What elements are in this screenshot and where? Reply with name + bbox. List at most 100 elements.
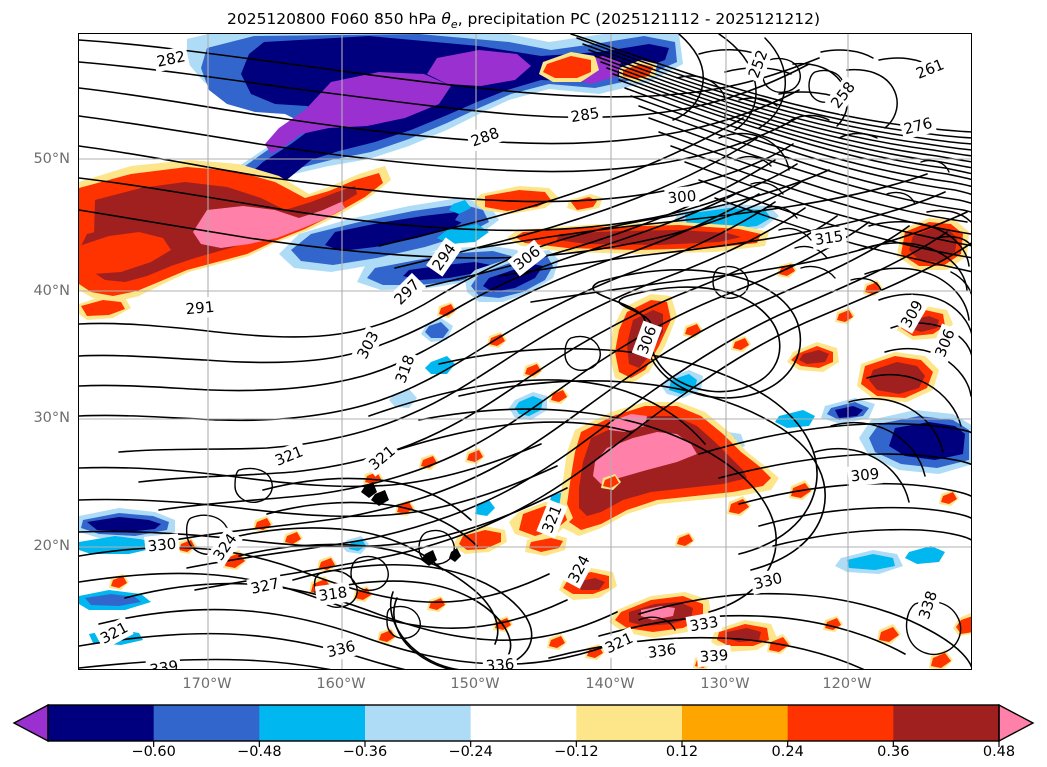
pc-navy-coast-a <box>835 406 863 418</box>
pc-darkred-22N-132W <box>577 578 605 590</box>
svg-text:309: 309 <box>850 465 880 486</box>
colorbar-band <box>365 705 472 741</box>
ytick-label-50N: 50°N <box>33 151 70 167</box>
svg-text:339: 339 <box>148 657 179 670</box>
svg-text:336: 336 <box>485 655 515 670</box>
ytick-label-40N: 40°N <box>33 283 70 299</box>
theta-e-contours <box>79 34 971 669</box>
title-forecast-hour: F060 <box>330 10 370 28</box>
pc-blue-speck-c2 <box>455 210 477 224</box>
colorbar-band <box>576 705 683 741</box>
colorbar-band <box>893 705 1000 741</box>
colorbar-band <box>153 705 260 741</box>
pc-navy-bl-a <box>87 517 161 532</box>
svg-text:282: 282 <box>155 47 187 71</box>
contour-label: 285 <box>566 102 604 128</box>
svg-text:291: 291 <box>185 298 215 318</box>
pc-negative-blue-38N <box>425 322 449 338</box>
contour-label: 261 <box>910 53 950 85</box>
pc-navy-baja <box>889 422 965 460</box>
contour-label: 339 <box>145 655 183 670</box>
colorbar-band <box>682 705 789 741</box>
pc-darkred-coast-cell-a <box>869 362 925 394</box>
colorbar-ticks <box>153 741 1000 747</box>
colorbar-band <box>470 705 577 741</box>
colorbar-band <box>787 705 894 741</box>
pc-cyan-30N-143W <box>515 396 543 416</box>
pc-positive-orange-west-lower <box>79 232 171 274</box>
svg-text:338: 338 <box>915 589 941 622</box>
svg-text:318: 318 <box>318 583 349 605</box>
svg-text:288: 288 <box>468 124 501 151</box>
pc-darkred-long300 <box>557 230 741 245</box>
contour-label: 276 <box>899 112 937 140</box>
ytick-label-30N: 30°N <box>33 410 70 426</box>
colorbar-frame <box>47 704 1000 742</box>
colorbar-band <box>48 705 155 741</box>
title-variable-subscript: e <box>450 18 458 32</box>
pc-pink-20N-130W <box>641 606 675 620</box>
colorbar-band <box>259 705 366 741</box>
colorbar-tick-label: 0.12 <box>665 744 699 760</box>
colorbar-tick-label: 0.24 <box>771 744 804 760</box>
contour-label: 336 <box>643 638 681 664</box>
title-level: 850 hPa <box>374 10 437 28</box>
svg-text:336: 336 <box>647 640 678 662</box>
contour-label: 330 <box>144 533 180 557</box>
svg-text:330: 330 <box>147 535 177 556</box>
colorbar-tick-label: 0.48 <box>982 744 1016 760</box>
contour-label: 339 <box>696 644 732 668</box>
colorbar-tick-label: 0.36 <box>877 744 910 760</box>
contour-label: 252 <box>742 44 774 84</box>
title-init-cycle: 2025120800 <box>226 10 326 28</box>
contour-label: 288 <box>465 121 505 153</box>
contour-label: 330 <box>749 567 787 595</box>
svg-text:333: 333 <box>688 613 719 636</box>
xtick-label-170W: 170°W <box>182 676 232 692</box>
pc-cyan-br-a <box>847 554 895 570</box>
page-title: 2025120800 F060 850 hPa θe, precipitatio… <box>0 10 1047 31</box>
contour-label: 309 <box>847 463 883 487</box>
pc-orange-23N-137W <box>529 538 563 552</box>
contour-label: 300 <box>664 185 700 209</box>
colorbar-tick-label: −0.60 <box>131 744 176 760</box>
colorbar[interactable]: −0.60 −0.48 −0.36 −0.24 −0.12 0.12 0.24 0.36 0.4… <box>0 700 1047 767</box>
contour-label: 321 <box>269 440 309 472</box>
pc-negative-purple-core-mid <box>427 50 531 86</box>
contour-label: 318 <box>314 581 352 607</box>
pc-micro-cells <box>361 482 461 566</box>
svg-text:300: 300 <box>667 187 697 207</box>
contour-label: 321 <box>362 439 402 477</box>
xtick-label-160W: 160°W <box>316 676 366 692</box>
pc-negative-navy-ribbon-43N <box>403 262 491 280</box>
contour-label: 327 <box>246 572 284 600</box>
pc-pink-subtropical-plume <box>593 432 697 484</box>
xtick-label-150W: 150°W <box>450 676 500 692</box>
xtick-label-120W: 120°W <box>822 676 872 692</box>
svg-text:336: 336 <box>325 637 357 661</box>
contour-label: 336 <box>322 635 360 663</box>
pc-negative-navy-band-44N <box>325 212 469 251</box>
colorbar-extend-min <box>12 703 49 743</box>
map-axes[interactable]: 282 285 288 291 294 297 300 303 306 306 306 309 309 3… <box>78 33 972 670</box>
svg-text:318: 318 <box>392 352 419 385</box>
pc-darkred-coast-cell-c <box>799 350 829 364</box>
pc-orange-46N-144W <box>543 56 591 78</box>
xtick-label-140W: 140°W <box>585 676 635 692</box>
colorbar-extend-max <box>998 703 1035 743</box>
ytick-label-20N: 20°N <box>33 538 70 554</box>
svg-text:330: 330 <box>752 569 784 593</box>
contour-label: 315 <box>810 225 848 251</box>
pc-cyan-speck-b <box>453 230 471 242</box>
title-variable-theta: θ <box>441 10 451 28</box>
svg-text:285: 285 <box>569 104 600 126</box>
svg-text:315: 315 <box>814 227 845 249</box>
contour-label: 338 <box>913 585 943 625</box>
svg-text:339: 339 <box>699 646 729 666</box>
pc-cyan-speck-c <box>449 200 471 214</box>
colorbar-tick-label: −0.48 <box>237 744 282 760</box>
contour-label: 318 <box>389 349 421 389</box>
pc-negative-purple-core-west <box>265 72 451 154</box>
